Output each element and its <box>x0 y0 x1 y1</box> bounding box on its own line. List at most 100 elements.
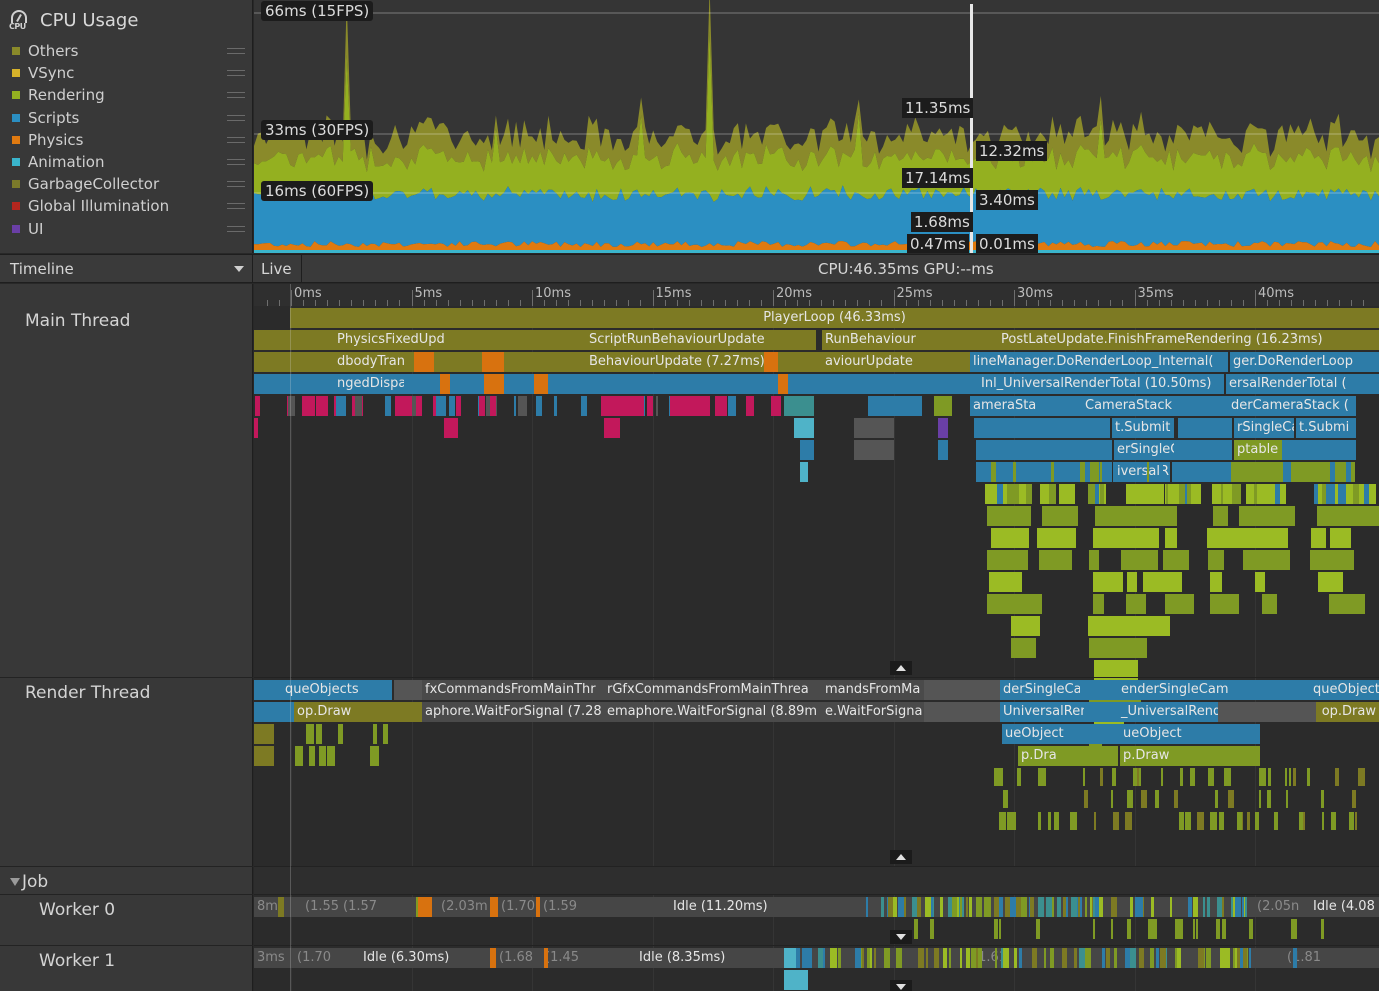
sample-bar-rendering[interactable] <box>1331 550 1354 570</box>
sample-bar[interactable] <box>1161 462 1163 482</box>
sample-bar[interactable] <box>870 948 872 968</box>
sample-bar-rendering[interactable] <box>1352 790 1356 808</box>
sample-bar[interactable] <box>1221 484 1223 504</box>
sample-bar[interactable] <box>1260 462 1267 482</box>
sample-bar-rendering[interactable] <box>1127 790 1133 808</box>
sample-bar[interactable] <box>306 724 314 744</box>
sample-bar-rendering[interactable] <box>1007 528 1029 548</box>
sample-bar-rendering[interactable] <box>1330 528 1351 548</box>
sample-bar[interactable] <box>1051 462 1054 482</box>
sample-bar[interactable] <box>854 440 894 460</box>
sample-bar-rendering[interactable] <box>1329 594 1365 614</box>
sample-bar[interactable] <box>1139 948 1144 968</box>
sample-bar[interactable] <box>254 680 282 700</box>
sample-bar[interactable] <box>581 396 587 416</box>
sample-bar-rendering[interactable] <box>1007 506 1031 526</box>
sample-bar[interactable] <box>991 462 996 482</box>
sample-bar[interactable] <box>338 724 343 744</box>
sample-bar-rendering[interactable] <box>1237 812 1242 830</box>
sample-bar[interactable] <box>1166 484 1168 504</box>
sample-bar[interactable] <box>316 396 328 416</box>
sample-bar[interactable] <box>978 948 982 968</box>
sample-op-draw[interactable]: op.Draw <box>294 702 384 722</box>
sample-bar-rendering[interactable] <box>1213 506 1228 526</box>
sample-bar[interactable] <box>490 396 496 416</box>
sample-bar[interactable] <box>854 418 894 438</box>
sample-changed-dispatch[interactable]: ngedDispa <box>334 374 404 394</box>
expand-worker1-button[interactable] <box>890 980 912 991</box>
sample-bar[interactable] <box>1092 484 1099 504</box>
sample-bar[interactable] <box>1291 462 1297 482</box>
job-group-header[interactable]: Job <box>10 872 48 892</box>
sample-bar[interactable] <box>976 462 1112 482</box>
sample-bar[interactable] <box>1210 724 1260 744</box>
sample-bar-rendering[interactable] <box>1352 506 1379 526</box>
sample-bar[interactable] <box>925 897 931 917</box>
sample-bar-rendering[interactable] <box>987 506 1010 526</box>
timeline-view[interactable]: 0ms 5ms 10ms 15ms 20ms 25ms 30ms 35ms 40ms Playe… <box>254 284 1379 991</box>
sample-ersal-render-total[interactable]: ersalRenderTotal ( <box>1226 374 1354 394</box>
sample-bar[interactable] <box>926 948 928 968</box>
sample-bar[interactable] <box>518 396 527 416</box>
sample-bar[interactable] <box>1193 919 1195 939</box>
sample-bar[interactable] <box>1232 484 1241 504</box>
sample-bar[interactable] <box>254 702 294 722</box>
legend-item-scripts[interactable]: Scripts <box>0 107 253 129</box>
sample-bar-rendering[interactable] <box>1165 594 1194 614</box>
sample-bar[interactable] <box>1242 897 1244 917</box>
sample-bar-rendering[interactable] <box>1239 506 1262 526</box>
sample-bar-rendering[interactable] <box>1335 768 1339 786</box>
sample-bar-rendering[interactable] <box>1174 790 1178 808</box>
sample-bar[interactable] <box>1080 724 1120 744</box>
sample-bar-rendering[interactable] <box>1121 550 1146 570</box>
sample-bar-rendering[interactable] <box>1299 812 1303 830</box>
sample-bar[interactable] <box>771 396 781 416</box>
sample-bar[interactable] <box>1218 702 1316 722</box>
sample-bar[interactable] <box>989 897 991 917</box>
sample-bar[interactable] <box>974 418 1110 438</box>
sample-bar[interactable] <box>554 374 754 394</box>
sample-bar[interactable] <box>1030 897 1034 917</box>
sample-bar[interactable] <box>1046 897 1052 917</box>
sample-bar[interactable] <box>1156 948 1159 968</box>
sample-single-cam[interactable]: rSingleCa <box>1234 418 1294 438</box>
drag-handle-icon[interactable] <box>227 136 245 143</box>
sample-pipeline-render-loop[interactable]: lineManager.DoRenderLoop_Internal( <box>970 352 1228 372</box>
sample-bar[interactable] <box>254 374 334 394</box>
sample-bar[interactable] <box>420 396 422 416</box>
sample-bar[interactable] <box>994 919 998 939</box>
sample-bar[interactable] <box>385 396 391 416</box>
sample-bar-rendering[interactable] <box>1185 812 1188 830</box>
sample-bar[interactable] <box>1330 462 1335 482</box>
sample-bar[interactable] <box>1198 462 1203 482</box>
worker0-sample-6[interactable]: (1.59 <box>543 899 578 914</box>
sample-bar[interactable] <box>1100 462 1102 482</box>
sample-bar[interactable] <box>951 897 957 917</box>
sample-ender-single-cam[interactable]: enderSingleCam <box>1118 680 1228 700</box>
sample-bar-rendering[interactable] <box>1048 812 1051 830</box>
sample-bar[interactable] <box>1085 897 1087 917</box>
sample-bar[interactable] <box>1093 919 1095 939</box>
sample-bar[interactable] <box>1263 462 1271 482</box>
sample-bar-rendering[interactable] <box>1187 812 1191 830</box>
sample-bar-rendering[interactable] <box>987 594 1007 614</box>
sample-bar-rendering[interactable] <box>1219 812 1224 830</box>
sample-behaviour-update[interactable]: BehaviourUpdate (7.27ms) <box>586 352 776 372</box>
sample-bar-rendering[interactable] <box>1256 550 1290 570</box>
sample-bar[interactable] <box>1147 462 1149 482</box>
sample-bar[interactable] <box>1064 897 1068 917</box>
sample-bar-rendering[interactable] <box>1156 506 1177 526</box>
sample-bar-rendering[interactable] <box>1190 768 1195 786</box>
sample-bar[interactable] <box>656 396 658 416</box>
sample-bar[interactable] <box>1102 948 1105 968</box>
sample-bar[interactable] <box>868 396 922 416</box>
legend-item-vsync[interactable]: VSync <box>0 62 253 84</box>
sample-bar[interactable] <box>1000 484 1003 504</box>
sample-bar[interactable] <box>1233 948 1235 968</box>
sample-bar[interactable] <box>1071 897 1077 917</box>
sample-bar-rendering[interactable] <box>1180 768 1183 786</box>
sample-bar[interactable] <box>1314 484 1318 504</box>
expand-worker0-button[interactable] <box>890 930 912 944</box>
drag-handle-icon[interactable] <box>227 203 245 210</box>
sample-bar[interactable] <box>1080 462 1085 482</box>
